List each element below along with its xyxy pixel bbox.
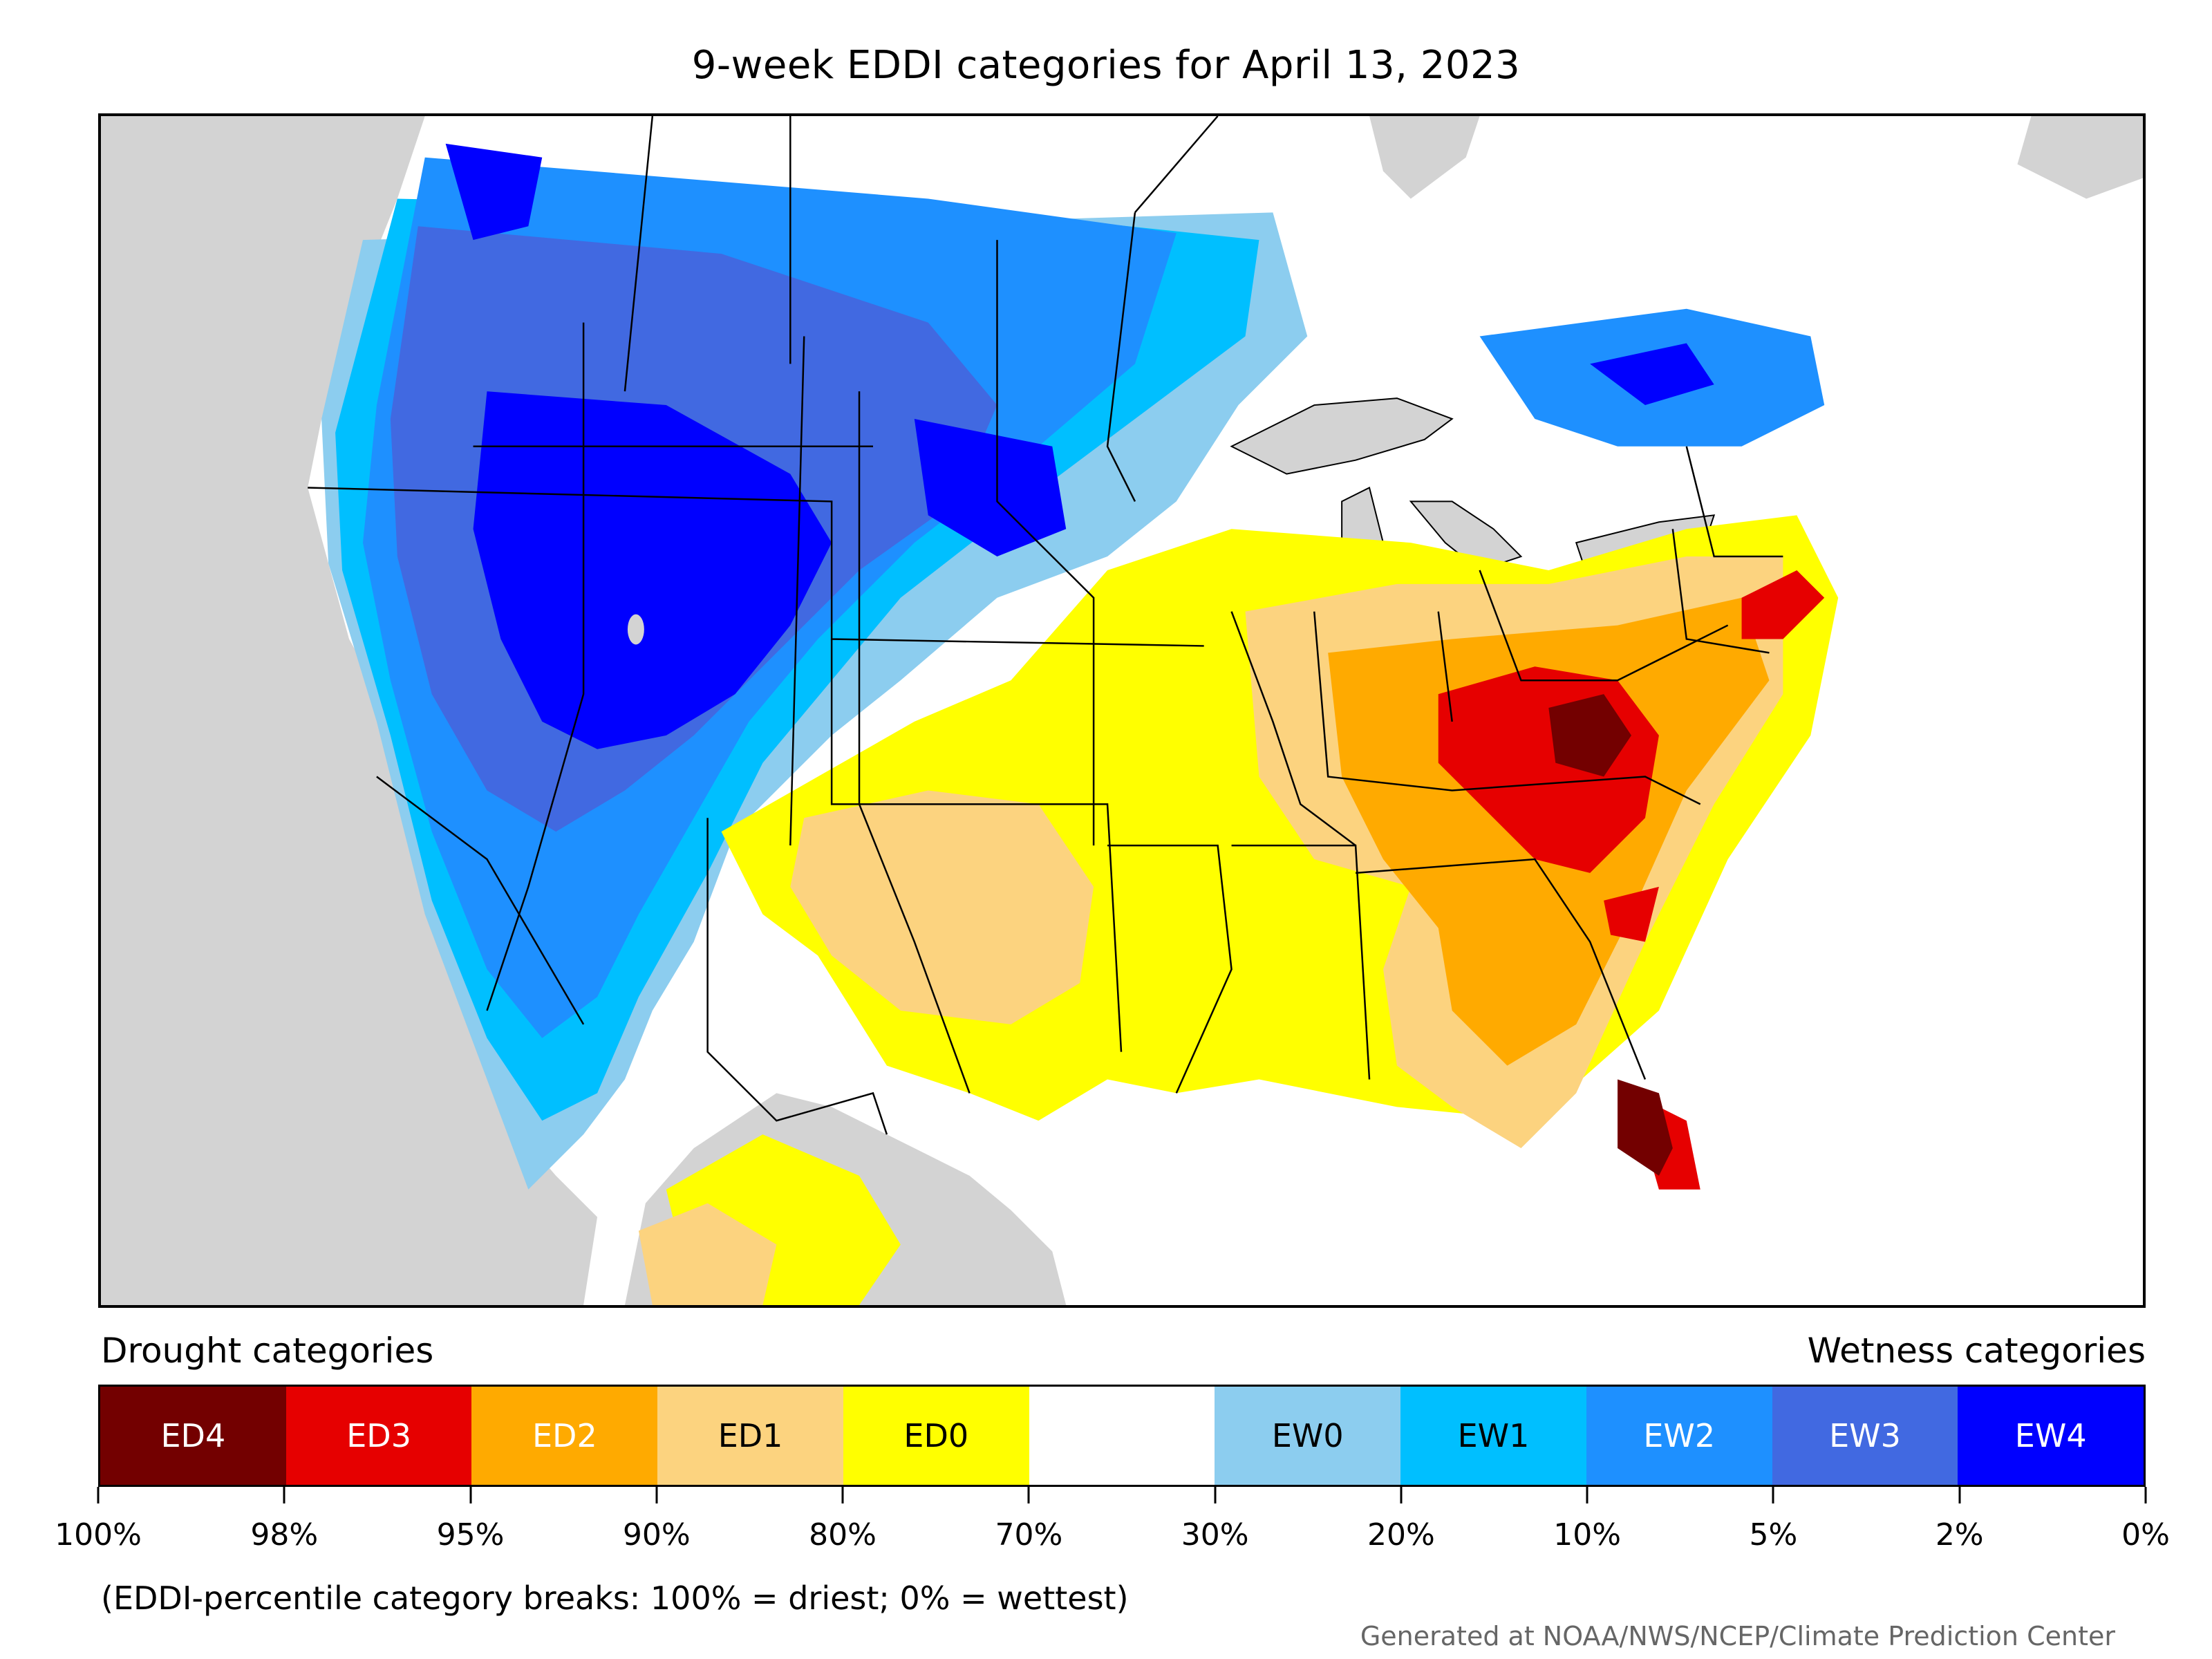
- eddi-map: [101, 116, 2143, 1305]
- colorbar-tick: [1214, 1487, 1217, 1503]
- colorbar-tick: [1586, 1487, 1588, 1503]
- map-title: 9-week EDDI categories for April 13, 202…: [691, 43, 1521, 88]
- colorbar-tick-label: 80%: [809, 1517, 877, 1553]
- colorbar-cell-ed1: ED1: [657, 1387, 843, 1485]
- state-borders: [308, 116, 1783, 1135]
- colorbar-tick-label: 98%: [250, 1517, 319, 1553]
- colorbar-tick-label: 10%: [1553, 1517, 1622, 1553]
- colorbar-tick: [1027, 1487, 1030, 1503]
- drought-legend-header: Drought categories: [101, 1331, 434, 1371]
- salt-lake: [627, 614, 644, 645]
- colorbar-tick-label: 2%: [1935, 1517, 1984, 1553]
- colorbar-tick: [97, 1487, 100, 1503]
- colorbar-tick: [1772, 1487, 1774, 1503]
- colorbar-tick-label: 90%: [622, 1517, 691, 1553]
- colorbar-tick-label: 30%: [1181, 1517, 1249, 1553]
- colorbar-tick-label: 20%: [1367, 1517, 1435, 1553]
- colorbar-tick-label: 0%: [2121, 1517, 2170, 1553]
- colorbar-cell-ed4: ED4: [100, 1387, 286, 1485]
- map-panel: [98, 113, 2146, 1308]
- colorbar-tick-label: 5%: [1749, 1517, 1798, 1553]
- colorbar-tick: [283, 1487, 285, 1503]
- colorbar-cell-ew0: EW0: [1215, 1387, 1401, 1485]
- credit-line: Generated at NOAA/NWS/NCEP/Climate Predi…: [1360, 1621, 2115, 1651]
- colorbar-ticks: [97, 1487, 2147, 1508]
- colorbar-tick-label: 70%: [995, 1517, 1063, 1553]
- colorbar-tick-label: 100%: [55, 1517, 142, 1553]
- dry-region-ed4: [1548, 694, 1673, 1176]
- colorbar-cell-ed0: ED0: [843, 1387, 1029, 1485]
- wet-region-ew4: [445, 143, 1067, 749]
- wetness-legend-header: Wetness categories: [1807, 1331, 2146, 1371]
- colorbar-cell-ed2: ED2: [471, 1387, 658, 1485]
- colorbar-tick: [841, 1487, 844, 1503]
- hudson-bay: [1369, 116, 1480, 199]
- colorbar-tick: [1400, 1487, 1403, 1503]
- colorbar-cell-ew2: EW2: [1586, 1387, 1772, 1485]
- dry-region-ed3: [1438, 570, 1825, 1190]
- colorbar-tick-label: 95%: [436, 1517, 505, 1553]
- colorbar-tick: [2144, 1487, 2147, 1503]
- colorbar-cell-ew1: EW1: [1400, 1387, 1586, 1485]
- wet-region-quebec-core: [1590, 343, 1714, 406]
- colorbar-cell-ew3: EW3: [1772, 1387, 1958, 1485]
- percentile-note: (EDDI-percentile category breaks: 100% =…: [101, 1580, 1129, 1617]
- colorbar-cell-ew4: EW4: [1958, 1387, 2144, 1485]
- colorbar-tick: [469, 1487, 472, 1503]
- colorbar-cell-neutral: [1029, 1387, 1215, 1485]
- colorbar-tick: [1958, 1487, 1961, 1503]
- colorbar-tick: [655, 1487, 658, 1503]
- colorbar-cell-ed3: ED3: [285, 1387, 472, 1485]
- category-colorbar: ED4 ED3 ED2 ED1 ED0 EW0 EW1 EW2 EW3 EW4: [98, 1385, 2146, 1487]
